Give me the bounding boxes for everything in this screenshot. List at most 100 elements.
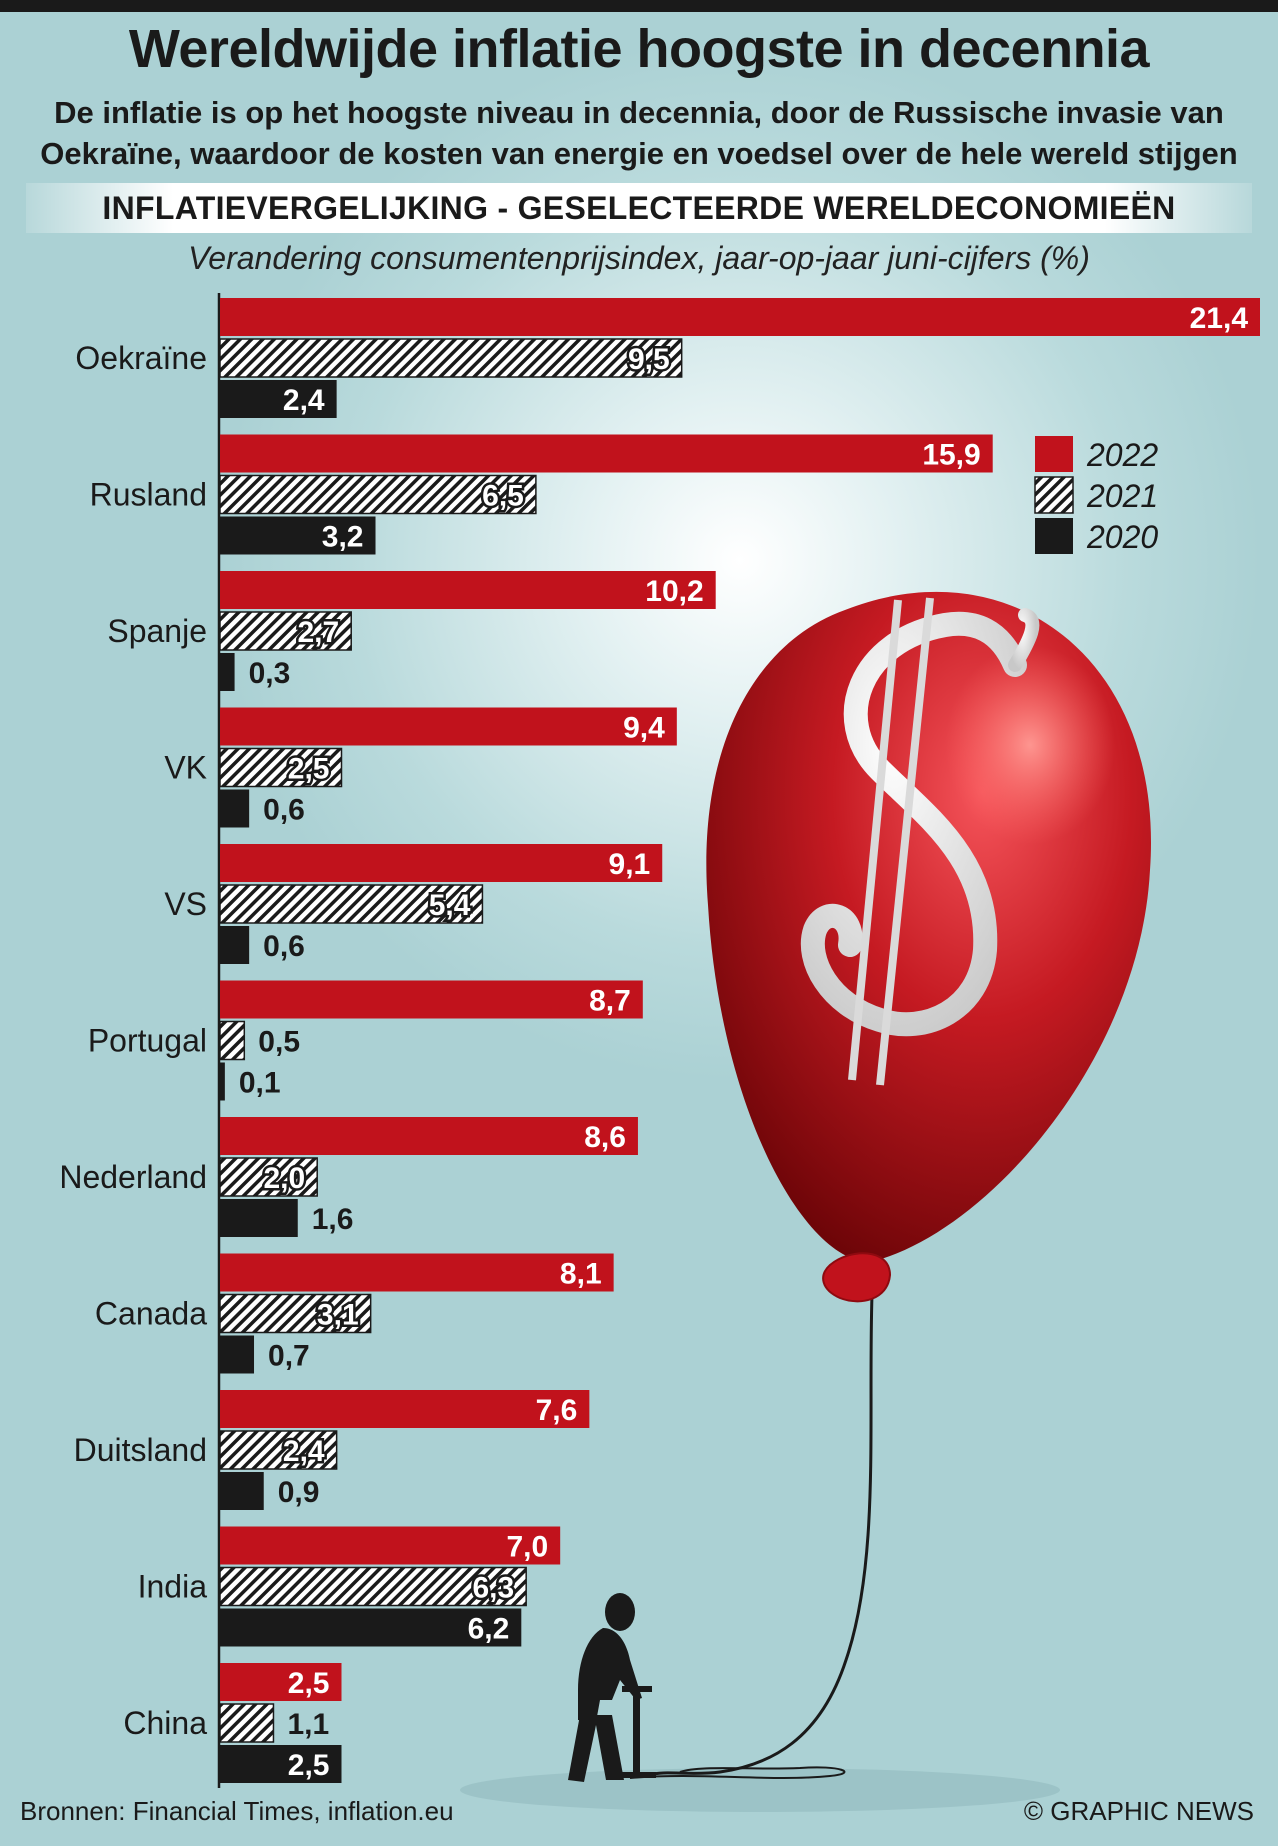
bar-2022	[220, 1390, 590, 1428]
coiled-tube	[629, 1766, 846, 1779]
bar-2021	[219, 884, 484, 924]
legend: 2022 2021 2020	[1034, 436, 1158, 555]
footer-sources: Bronnen: Financial Times, inflation.eu	[20, 1796, 454, 1826]
category-label: Canada	[95, 1296, 207, 1332]
data-label-2022: 9,1	[609, 848, 651, 881]
category-label: VK	[164, 750, 207, 786]
data-label-2022: 8,1	[560, 1258, 602, 1291]
bar-2020	[220, 1472, 264, 1510]
bar-2020	[220, 1608, 522, 1647]
legend-swatch-2022	[1035, 436, 1073, 472]
bar-2021	[219, 747, 343, 788]
bar-2022	[220, 1253, 614, 1292]
balloon-knot	[822, 1252, 892, 1303]
data-label-2020: 0,3	[249, 657, 291, 690]
bar-2022	[220, 434, 993, 473]
data-label-2022: 7,0	[506, 1531, 548, 1564]
data-label-2020: 6,2	[468, 1613, 510, 1646]
balloon-illustration	[460, 591, 1152, 1812]
bar-2021	[219, 1430, 338, 1470]
legend-label-2020: 2020	[1086, 519, 1158, 555]
dollar-sign-icon	[800, 597, 1040, 1086]
category-label: Duitsland	[74, 1432, 207, 1468]
bar-2020	[220, 926, 250, 964]
data-label-2021: 1,1	[287, 1708, 329, 1741]
data-label-2021: 3,1	[317, 1299, 359, 1332]
bar-2021	[219, 474, 537, 515]
data-label-2022: 21,4	[1190, 302, 1249, 335]
top-rule	[0, 0, 1278, 12]
category-label: China	[123, 1705, 207, 1741]
bar-2021	[219, 338, 683, 378]
data-label-2020: 2,4	[283, 384, 325, 417]
category-label: India	[138, 1569, 208, 1605]
data-label-2022: 8,7	[589, 985, 631, 1018]
page-title: Wereldwijde inflatie hoogste in decennia	[128, 19, 1150, 79]
bar-2021	[219, 1157, 318, 1197]
bar-2021	[219, 1566, 527, 1607]
data-label-2020: 0,6	[263, 794, 305, 827]
data-label-2022: 10,2	[645, 575, 703, 608]
data-label-2021: 6,3	[472, 1572, 514, 1605]
bar-2020	[220, 380, 337, 418]
bar-2020	[220, 1062, 225, 1101]
section-banner: INFLATIEVERGELIJKING - GESELECTEERDE WER…	[26, 183, 1252, 233]
data-label-2020: 0,1	[239, 1067, 281, 1100]
footer-credit: © GRAPHIC NEWS	[1023, 1796, 1254, 1826]
data-label-2020: 3,2	[322, 521, 364, 554]
data-label-2021: 2,0	[263, 1162, 305, 1195]
bars-layer: Oekraïne 21,4 9,5 2,4 Rusland 15,9 6,5 3,2 Spanj…	[59, 298, 1260, 1783]
unit-label: Verandering consumentenprijsindex, jaar-…	[188, 240, 1090, 276]
bar-2022	[220, 298, 1260, 336]
category-label: VS	[164, 886, 207, 922]
data-label-2022: 2,5	[288, 1667, 330, 1700]
bar-2020	[220, 1335, 255, 1374]
bar-2022	[220, 844, 663, 882]
data-label-2020: 1,6	[312, 1203, 354, 1236]
legend-label-2021: 2021	[1086, 478, 1158, 514]
bar-2021	[219, 1703, 275, 1743]
bar-2022	[220, 980, 643, 1019]
bar-2020	[220, 789, 250, 828]
data-label-2020: 0,9	[278, 1476, 320, 1509]
balloon-string	[649, 1294, 874, 1777]
category-label: Rusland	[90, 477, 207, 513]
data-label-2022: 9,4	[623, 712, 665, 745]
man-with-pump-icon	[568, 1593, 656, 1782]
bar-2021	[219, 1020, 246, 1061]
data-label-2021: 0,5	[258, 1026, 300, 1059]
bar-2020	[220, 653, 235, 691]
category-label: Spanje	[107, 613, 207, 649]
legend-swatch-2020	[1035, 518, 1073, 554]
bar-2022	[220, 571, 716, 609]
data-label-2021: 2,7	[297, 616, 339, 649]
page-subtitle: De inflatie is op het hoogste niveau in …	[40, 95, 1238, 171]
bar-2022	[220, 1663, 342, 1701]
bar-2020	[220, 1199, 298, 1237]
legend-label-2022: 2022	[1086, 437, 1158, 473]
data-label-2022: 15,9	[922, 439, 980, 472]
legend-swatch-2021	[1034, 476, 1074, 514]
bar-2021	[219, 1293, 372, 1334]
category-label: Oekraïne	[75, 340, 207, 376]
data-label-2020: 0,6	[263, 930, 305, 963]
bar-2020	[220, 1745, 342, 1783]
data-label-2020: 2,5	[288, 1749, 330, 1782]
bar-2022	[220, 1117, 638, 1155]
category-label: Portugal	[88, 1023, 207, 1059]
data-label-2021: 2,5	[288, 753, 330, 786]
bar-2022	[220, 1526, 561, 1565]
data-label-2021: 2,4	[283, 1435, 325, 1468]
data-label-2021: 6,5	[482, 480, 524, 513]
balloon-shadow	[460, 1768, 1060, 1812]
data-label-2020: 0,7	[268, 1340, 310, 1373]
balloon-highlight	[945, 645, 1115, 845]
data-label-2022: 8,6	[584, 1121, 626, 1154]
bar-2022	[220, 707, 677, 746]
bar-2021	[219, 611, 352, 651]
data-label-2021: 9,5	[628, 343, 670, 376]
data-label-2021: 5,4	[429, 889, 471, 922]
bar-2020	[220, 516, 376, 555]
data-label-2022: 7,6	[536, 1394, 578, 1427]
